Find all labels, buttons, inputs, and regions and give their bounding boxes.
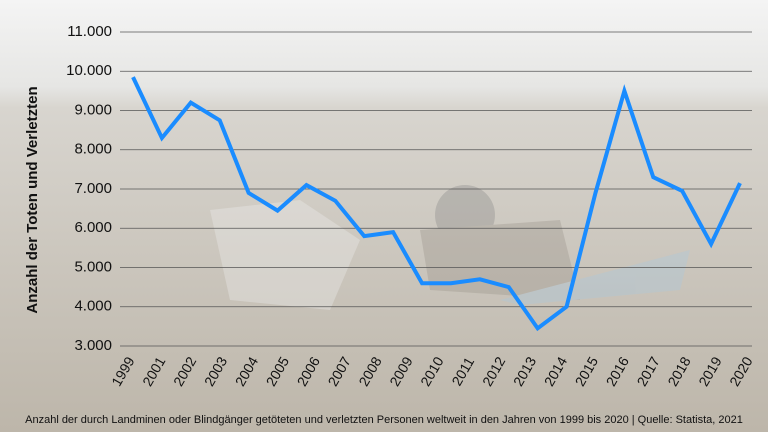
- y-tick-label: 6.000: [74, 219, 112, 236]
- y-tick-label: 7.000: [74, 180, 112, 197]
- y-tick-label: 8.000: [74, 141, 112, 158]
- background-debris: [210, 185, 690, 310]
- y-tick-label: 10.000: [66, 62, 112, 79]
- y-tick-label: 3.000: [74, 337, 112, 354]
- y-tick-label: 5.000: [74, 258, 112, 275]
- y-axis-label: Anzahl der Toten und Verletzten: [24, 86, 41, 313]
- y-tick-label: 4.000: [74, 298, 112, 315]
- caption: Anzahl der durch Landminen oder Blindgän…: [25, 414, 743, 426]
- data-line: [131, 76, 742, 332]
- y-tick-label: 9.000: [74, 101, 112, 118]
- y-tick-label: 11.000: [67, 23, 112, 40]
